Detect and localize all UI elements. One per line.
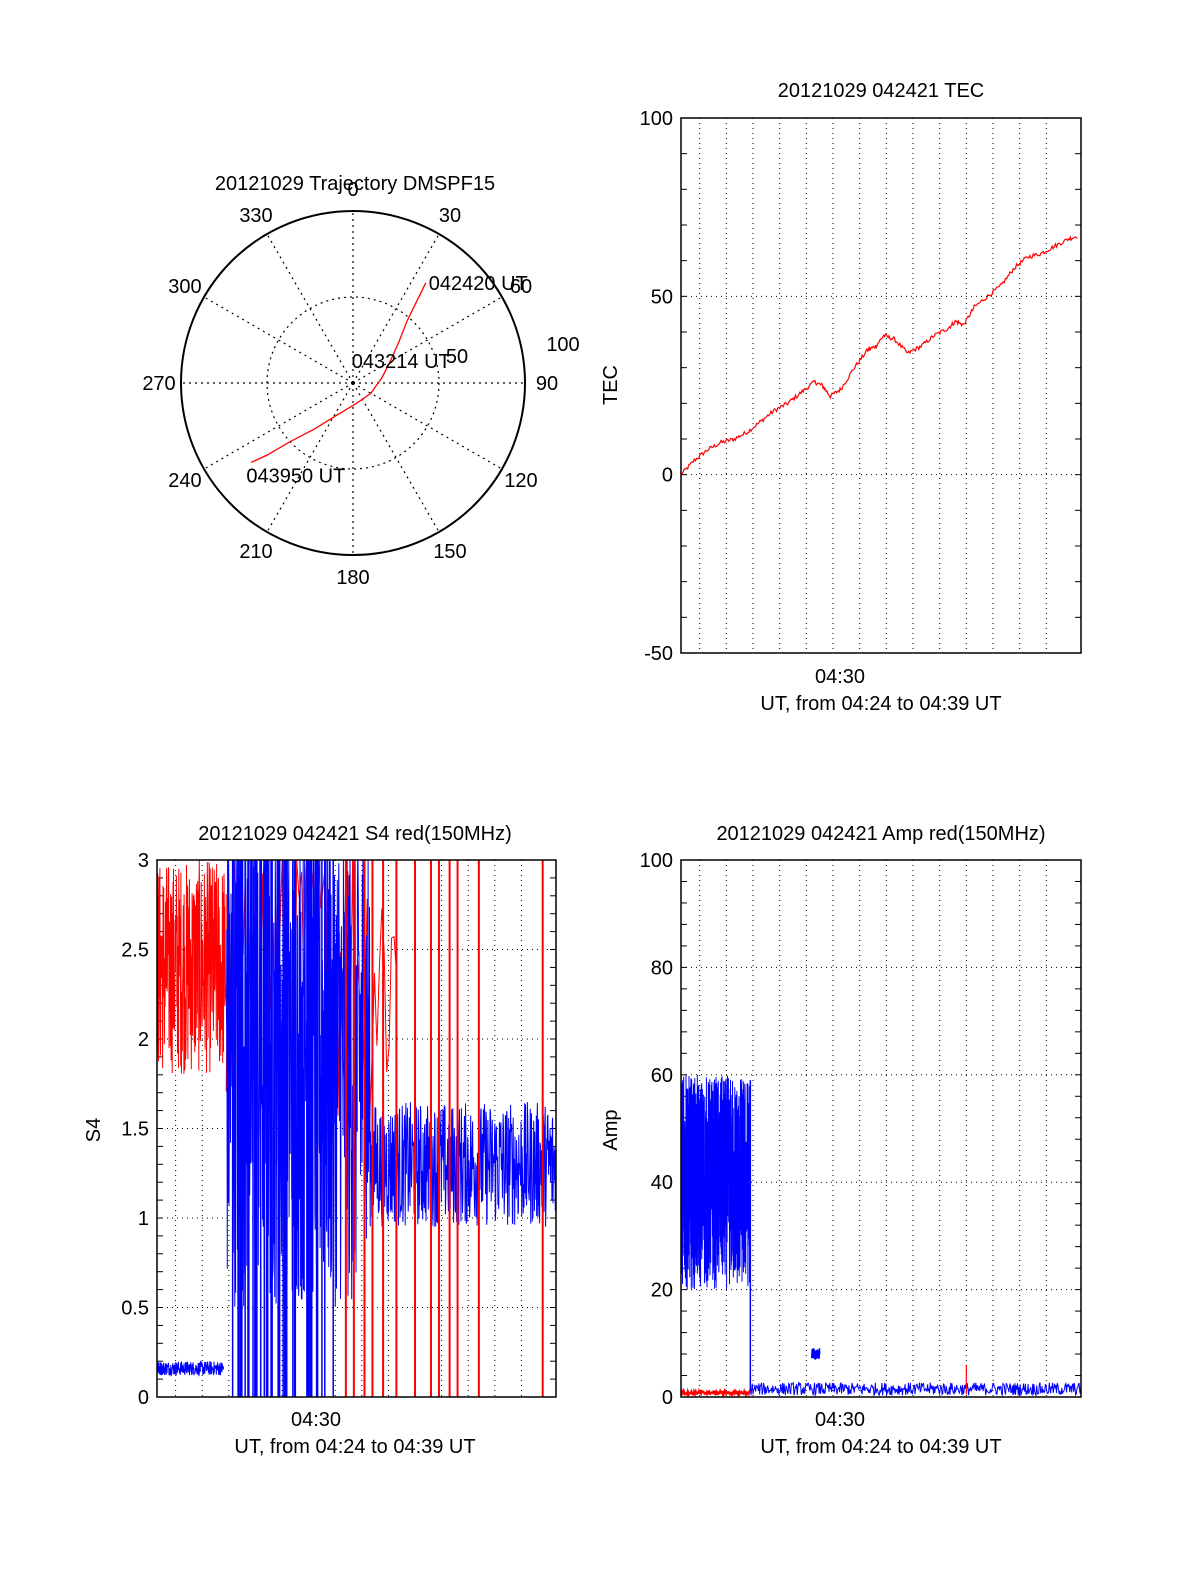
s4-chart: 20121029 042421 S4 red(150MHz) 0 0.5 1 1.5 2… (83, 823, 557, 1458)
s4-xlabel: UT, from 04:24 to 04:39 UT (234, 1436, 475, 1458)
ytick-label: 1.5 (121, 1119, 149, 1141)
amp-blue-line (749, 1381, 1082, 1398)
amp-xtick-label: 04:30 (815, 1409, 865, 1431)
polar-spoke (266, 233, 354, 384)
ytick-label: 20 (651, 1280, 673, 1302)
ytick-label: 3 (138, 850, 149, 872)
ytick-label: 100 (640, 850, 673, 872)
tec-ylabel: TEC (600, 365, 622, 405)
trajectory-series (251, 282, 427, 463)
ytick-label: 2.5 (121, 940, 149, 962)
s4-red-line (156, 860, 227, 1074)
plot-frame (156, 859, 557, 1398)
polar-spoke (352, 233, 440, 384)
amp-xlabel: UT, from 04:24 to 04:39 UT (760, 1436, 1001, 1458)
polar-spoke (203, 296, 354, 384)
ytick-label: 0 (662, 1387, 673, 1409)
polar-spoke (203, 382, 354, 470)
polar-angle-label: 150 (433, 541, 466, 563)
trajectory-annotations: 042420 UT 043214 UT 043950 UT (246, 273, 527, 488)
polar-angle-label: 30 (439, 205, 461, 227)
polar-angle-label: 0 (347, 179, 358, 201)
s4-blue-line (156, 1360, 224, 1377)
ytick-label: 50 (651, 286, 673, 308)
polar-radial-labels: 50 100 (446, 334, 580, 368)
trajectory-annotation: 042420 UT (429, 273, 528, 295)
plot-frame (680, 859, 1082, 1398)
trajectory-title: 20121029 Trajectory DMSPF15 (215, 173, 495, 195)
polar-spoke (352, 296, 503, 384)
ytick-label: 100 (640, 108, 673, 130)
polar-angle-label: 210 (239, 541, 272, 563)
amp-blue-burst (810, 1348, 821, 1360)
polar-radial-label: 100 (546, 334, 579, 356)
s4-blue-line (369, 1101, 557, 1227)
polar-angle-label: 270 (142, 373, 175, 395)
tec-title: 20121029 042421 TEC (778, 80, 984, 102)
polar-angle-label: 330 (239, 205, 272, 227)
s4-ylabel: S4 (83, 1118, 105, 1142)
amp-title: 20121029 042421 Amp red(150MHz) (716, 823, 1045, 845)
ytick-label: 80 (651, 957, 673, 979)
polar-angle-label: 300 (168, 276, 201, 298)
ytick-label: -50 (644, 643, 673, 665)
ytick-label: 2 (138, 1029, 149, 1051)
polar-grid (180, 210, 526, 556)
amp-chart: 20121029 042421 Amp red(150MHz) 0 20 40 60 8… (600, 823, 1082, 1458)
polar-angle-labels: 0 30 60 90 120 150 180 210 240 270 300 330 (142, 179, 558, 589)
ytick-label: 1 (138, 1208, 149, 1230)
trajectory-line (251, 282, 427, 463)
polar-radial-label: 50 (446, 346, 468, 368)
plot-frame (680, 117, 1082, 654)
amp-blue-line (680, 1074, 751, 1290)
tec-series-line (680, 235, 1078, 476)
ytick-label: 0 (662, 465, 673, 487)
ytick-label: 60 (651, 1065, 673, 1087)
polar-angle-label: 120 (504, 470, 537, 492)
tec-xtick-label: 04:30 (815, 666, 865, 688)
polar-spoke (266, 382, 354, 533)
polar-angle-label: 60 (510, 276, 532, 298)
trajectory-annotation: 043950 UT (246, 465, 345, 487)
ytick-label: 40 (651, 1172, 673, 1194)
s4-xtick-label: 04:30 (291, 1409, 341, 1431)
amp-red-line (680, 1387, 752, 1399)
polar-outer-circle (180, 210, 526, 556)
polar-spoke (352, 382, 440, 533)
ytick-label: 0.5 (121, 1298, 149, 1320)
trajectory-polar-chart: 20121029 Trajectory DMSPF15 0 30 60 90 120 15… (142, 173, 579, 589)
polar-spoke (352, 382, 503, 470)
s4-title: 20121029 042421 S4 red(150MHz) (198, 823, 512, 845)
ytick-label: 0 (138, 1387, 149, 1409)
trajectory-annotation: 043214 UT (352, 351, 451, 373)
tec-xlabel: UT, from 04:24 to 04:39 UT (760, 693, 1001, 715)
polar-angle-label: 180 (336, 567, 369, 589)
polar-angle-label: 240 (168, 470, 201, 492)
polar-angle-label: 90 (536, 373, 558, 395)
amp-ylabel: Amp (600, 1109, 622, 1150)
